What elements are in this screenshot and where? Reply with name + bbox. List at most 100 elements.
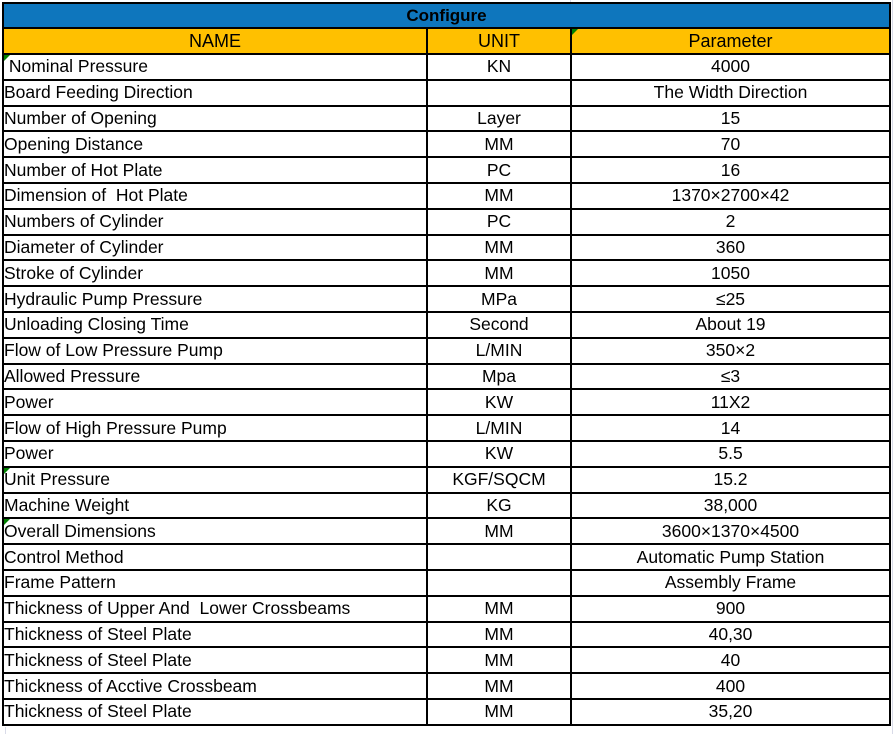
unit-cell[interactable]: MM bbox=[426, 594, 572, 623]
unit-cell[interactable]: L/MIN bbox=[426, 336, 572, 365]
param-cell[interactable]: 360 bbox=[569, 233, 892, 262]
unit-cell[interactable]: MM bbox=[426, 672, 572, 700]
unit-cell[interactable]: KG bbox=[426, 491, 572, 520]
name-cell[interactable]: Thickness of Upper And Lower Crossbeams bbox=[2, 594, 428, 623]
param-cell[interactable]: 15.2 bbox=[569, 465, 892, 494]
table-title-row: Configure bbox=[1, 2, 892, 29]
name-cell[interactable]: Overall Dimensions bbox=[2, 517, 428, 546]
param-cell-text: 35,20 bbox=[708, 701, 753, 722]
unit-cell[interactable]: KW bbox=[426, 388, 572, 417]
unit-cell[interactable]: PC bbox=[426, 156, 572, 184]
name-cell[interactable]: Machine Weight bbox=[2, 491, 428, 520]
unit-cell[interactable]: MM bbox=[426, 697, 572, 726]
param-cell-text: 38,000 bbox=[703, 494, 758, 515]
table-row: Control Method Automatic Pump Station bbox=[2, 543, 892, 571]
param-cell[interactable]: 3600×1370×4500 bbox=[569, 517, 892, 546]
unit-cell[interactable]: KGF/SQCM bbox=[426, 465, 572, 494]
name-cell[interactable]: Unit Pressure bbox=[2, 465, 428, 494]
param-cell[interactable]: 11X2 bbox=[569, 388, 892, 417]
name-cell[interactable]: Flow of Low Pressure Pump bbox=[2, 336, 428, 365]
param-cell[interactable]: 40,30 bbox=[569, 620, 892, 649]
name-cell[interactable]: Power bbox=[2, 388, 428, 417]
header-cell-unit[interactable]: UNIT bbox=[426, 27, 572, 55]
unit-cell[interactable] bbox=[426, 78, 572, 107]
table-row: Nominal Pressure KN 4000 bbox=[2, 53, 892, 81]
name-cell[interactable]: Number of Opening bbox=[2, 104, 428, 133]
name-cell[interactable]: Dimension of Hot Plate bbox=[2, 181, 428, 210]
table-title-cell[interactable]: Configure bbox=[1, 2, 892, 29]
table-row: Hydraulic Pump Pressure MPa ≤25 bbox=[2, 285, 892, 313]
name-cell[interactable]: Thickness of Steel Plate bbox=[2, 620, 428, 649]
unit-cell[interactable]: Mpa bbox=[426, 362, 572, 391]
unit-cell[interactable]: KN bbox=[426, 53, 572, 81]
unit-cell[interactable]: MM bbox=[426, 259, 572, 288]
name-cell[interactable]: Allowed Pressure bbox=[2, 362, 428, 391]
name-cell[interactable]: Number of Hot Plate bbox=[2, 156, 428, 184]
table-row: Numbers of Cylinder PC 2 bbox=[2, 207, 892, 236]
param-cell[interactable]: 1050 bbox=[569, 259, 892, 288]
header-cell-parameter[interactable]: Parameter bbox=[569, 27, 892, 55]
unit-cell[interactable]: L/MIN bbox=[426, 414, 572, 442]
param-cell[interactable]: Assembly Frame bbox=[569, 568, 892, 597]
param-cell[interactable]: 350×2 bbox=[569, 336, 892, 365]
name-cell[interactable]: Thickness of Steel Plate bbox=[2, 646, 428, 675]
param-cell[interactable]: 900 bbox=[569, 594, 892, 623]
param-cell[interactable]: Automatic Pump Station bbox=[569, 543, 892, 571]
unit-cell[interactable]: MM bbox=[426, 181, 572, 210]
param-cell[interactable]: The Width Direction bbox=[569, 78, 892, 107]
name-cell-text: Thickness of Steel Plate bbox=[4, 649, 192, 670]
unit-cell[interactable]: MM bbox=[426, 233, 572, 262]
unit-cell[interactable]: MM bbox=[426, 646, 572, 675]
unit-cell[interactable]: Second bbox=[426, 310, 572, 339]
header-parameter-label: Parameter bbox=[688, 30, 773, 51]
param-cell[interactable]: 1370×2700×42 bbox=[569, 181, 892, 210]
unit-cell[interactable]: KW bbox=[426, 439, 572, 468]
comment-indicator-icon bbox=[573, 30, 578, 35]
unit-cell-text: MM bbox=[484, 520, 514, 541]
header-cell-name[interactable]: NAME bbox=[2, 27, 428, 55]
param-cell[interactable]: 400 bbox=[569, 672, 892, 700]
name-cell[interactable]: Hydraulic Pump Pressure bbox=[2, 285, 428, 313]
name-cell[interactable]: Opening Distance bbox=[2, 130, 428, 159]
param-cell[interactable]: 40 bbox=[569, 646, 892, 675]
param-cell-text: 15 bbox=[720, 107, 741, 128]
param-cell-text: 5.5 bbox=[718, 443, 743, 464]
param-cell[interactable]: ≤3 bbox=[569, 362, 892, 391]
name-cell[interactable]: Thickness of Steel Plate bbox=[2, 697, 428, 726]
name-cell[interactable]: Frame Pattern bbox=[2, 568, 428, 597]
name-cell[interactable]: Stroke of Cylinder bbox=[2, 259, 428, 288]
param-cell-text: 1370×2700×42 bbox=[671, 185, 790, 206]
param-cell[interactable]: 38,000 bbox=[569, 491, 892, 520]
param-cell[interactable]: 4000 bbox=[569, 53, 892, 81]
unit-cell[interactable]: MM bbox=[426, 620, 572, 649]
param-cell[interactable]: About 19 bbox=[569, 310, 892, 339]
name-cell[interactable]: Board Feeding Direction bbox=[2, 78, 428, 107]
param-cell[interactable]: ≤25 bbox=[569, 285, 892, 313]
unit-cell[interactable] bbox=[426, 543, 572, 571]
unit-cell[interactable]: MM bbox=[426, 517, 572, 546]
param-cell[interactable]: 70 bbox=[569, 130, 892, 159]
unit-cell[interactable] bbox=[426, 568, 572, 597]
unit-cell[interactable]: MM bbox=[426, 130, 572, 159]
param-cell[interactable]: 16 bbox=[569, 156, 892, 184]
param-cell[interactable]: 5.5 bbox=[569, 439, 892, 468]
name-cell[interactable]: Power bbox=[2, 439, 428, 468]
name-cell[interactable]: Numbers of Cylinder bbox=[2, 207, 428, 236]
param-cell[interactable]: 15 bbox=[569, 104, 892, 133]
name-cell[interactable]: Unloading Closing Time bbox=[2, 310, 428, 339]
name-cell[interactable]: Nominal Pressure bbox=[2, 53, 428, 81]
unit-cell[interactable]: MPa bbox=[426, 285, 572, 313]
unit-cell[interactable]: PC bbox=[426, 207, 572, 236]
param-cell[interactable]: 2 bbox=[569, 207, 892, 236]
table-row: Power KW 5.5 bbox=[2, 439, 892, 468]
table-row: Overall Dimensions MM 3600×1370×4500 bbox=[2, 517, 892, 546]
name-cell[interactable]: Diameter of Cylinder bbox=[2, 233, 428, 262]
unit-cell-text: Mpa bbox=[481, 365, 517, 386]
name-cell[interactable]: Control Method bbox=[2, 543, 428, 571]
name-cell[interactable]: Thickness of Acctive Crossbeam bbox=[2, 672, 428, 700]
param-cell[interactable]: 14 bbox=[569, 414, 892, 442]
param-cell[interactable]: 35,20 bbox=[569, 697, 892, 726]
unit-cell[interactable]: Layer bbox=[426, 104, 572, 133]
name-cell-text: Unit Pressure bbox=[4, 469, 111, 490]
name-cell[interactable]: Flow of High Pressure Pump bbox=[2, 414, 428, 442]
